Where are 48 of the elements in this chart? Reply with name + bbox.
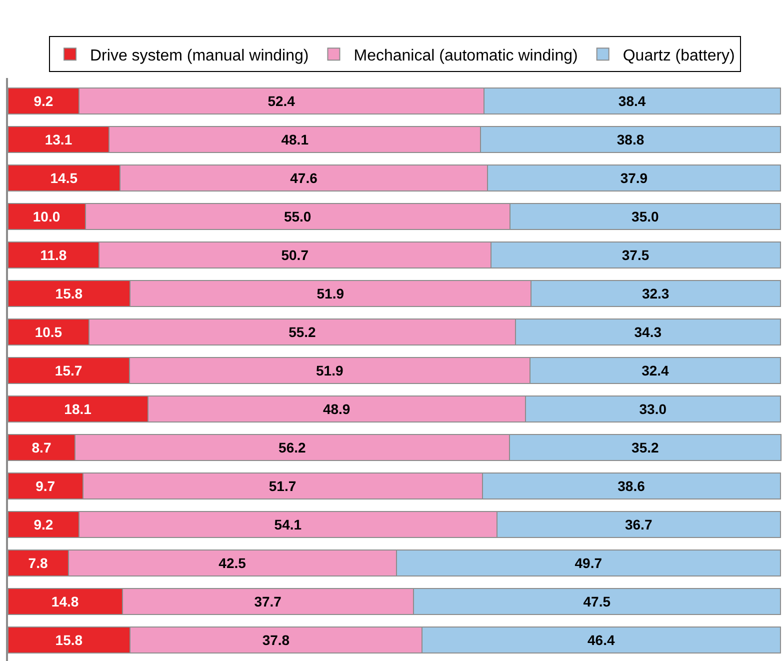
legend-label: Drive system (manual winding) (90, 47, 309, 64)
data-label: 56.2 (278, 439, 306, 456)
data-label: 32.4 (642, 362, 670, 378)
data-label: 50.7 (281, 247, 309, 264)
data-label: 14.8 (51, 593, 79, 610)
data-label: 55.0 (284, 208, 312, 225)
data-label: 34.3 (634, 324, 662, 340)
legend-label: Quartz (battery) (622, 47, 735, 64)
data-label: 10.5 (34, 324, 62, 340)
data-label: 37.7 (254, 593, 282, 610)
data-label: 55.2 (288, 324, 316, 340)
data-label: 36.7 (624, 516, 652, 532)
data-label: 37.8 (262, 632, 290, 648)
data-label: 51.9 (316, 285, 344, 302)
data-label: 35.2 (632, 439, 660, 456)
data-label: 13.1 (44, 132, 72, 148)
data-label: 38.8 (616, 132, 644, 148)
data-label: 38.4 (618, 93, 646, 110)
data-label: 9.2 (34, 516, 54, 532)
data-label: 14.5 (50, 170, 78, 186)
data-label: 9.2 (34, 93, 54, 110)
data-label: 37.5 (622, 247, 650, 264)
data-label: 37.9 (620, 170, 648, 186)
data-label: 54.1 (274, 516, 302, 532)
data-label: 15.7 (54, 362, 82, 378)
data-label: 18.1 (64, 400, 92, 417)
data-label: 9.7 (36, 478, 56, 494)
data-label: 11.8 (40, 247, 67, 264)
legend-label: Mechanical (automatic winding) (354, 47, 578, 64)
data-label: 15.8 (55, 632, 83, 648)
data-label: 33.0 (639, 400, 667, 417)
data-label: 47.6 (290, 170, 318, 186)
data-label: 10.0 (32, 208, 60, 225)
data-label: 15.8 (55, 285, 83, 302)
data-label: 48.9 (322, 400, 350, 417)
data-label: 51.9 (316, 362, 344, 378)
data-label: 47.5 (583, 593, 611, 610)
data-label: 49.7 (574, 554, 602, 571)
data-label: 51.7 (268, 478, 296, 494)
data-label: 46.4 (588, 632, 615, 648)
data-label: 38.6 (618, 478, 646, 494)
data-label: 52.4 (268, 93, 296, 110)
data-label: 7.8 (28, 554, 48, 571)
data-label: 35.0 (632, 208, 660, 225)
data-label: 32.3 (642, 285, 670, 302)
data-label: 8.7 (32, 439, 52, 456)
data-label: 42.5 (218, 554, 246, 571)
data-label: 48.1 (281, 132, 309, 148)
